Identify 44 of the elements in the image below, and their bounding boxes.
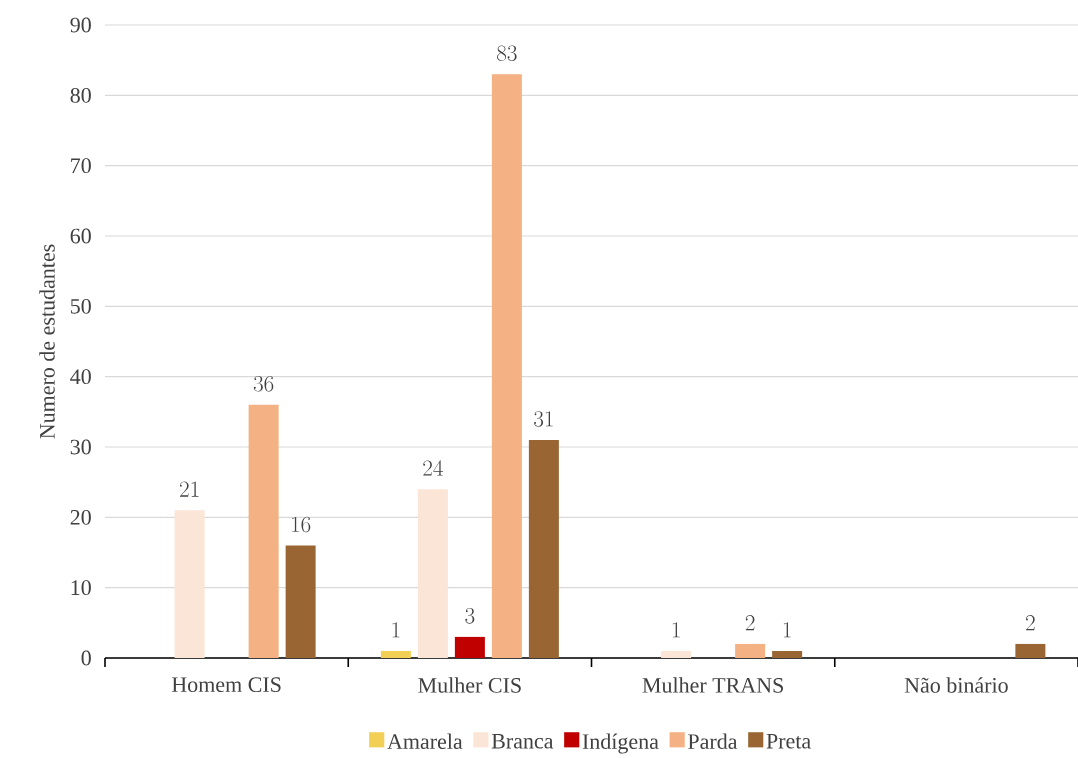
bar [248,404,279,658]
y-axis-title: Numero de estudantes [39,244,55,439]
data-label: 2 [745,615,755,631]
bar [417,489,448,658]
legend-label: Preta [766,733,811,749]
bar [528,439,559,658]
y-tick-label: 20 [70,509,91,525]
bar [380,650,411,658]
x-tick-label: Mulher TRANS [642,677,783,693]
y-tick-label: 80 [70,87,91,103]
legend-label: Amarela [387,733,463,750]
bar [174,510,205,658]
y-tick-label: 60 [70,228,91,244]
y-tick-label: 90 [70,17,91,33]
bar [491,74,522,658]
x-tick-label: Não binário [904,677,1008,693]
x-tick-label: Mulher CIS [418,677,521,693]
legend-label: Indígena [582,733,659,754]
data-label: 24 [423,460,443,476]
data-label: 1 [783,622,791,638]
bar [772,650,803,658]
data-label: 3 [465,608,475,624]
data-label: 2 [1026,615,1035,631]
data-label: 31 [534,411,553,427]
bar [1015,643,1046,658]
data-label: 21 [180,481,199,497]
x-tick-label: Homem CIS [171,677,281,693]
y-tick-label: 40 [70,369,91,385]
bar [285,545,316,658]
y-tick-label: 10 [71,580,91,596]
bar [661,650,692,658]
y-tick-label: 70 [71,158,91,174]
data-label: 83 [497,45,517,62]
y-tick-label: 0 [81,650,91,666]
data-label: 1 [672,622,680,638]
legend-label: Branca [491,733,554,749]
data-label: 1 [392,622,400,638]
data-label: 36 [253,375,274,392]
y-tick-label: 30 [70,439,91,455]
bar [735,643,766,658]
y-tick-label: 50 [70,298,91,314]
data-label: 16 [292,516,311,533]
legend-label: Parda [688,733,738,750]
bar [454,636,485,658]
